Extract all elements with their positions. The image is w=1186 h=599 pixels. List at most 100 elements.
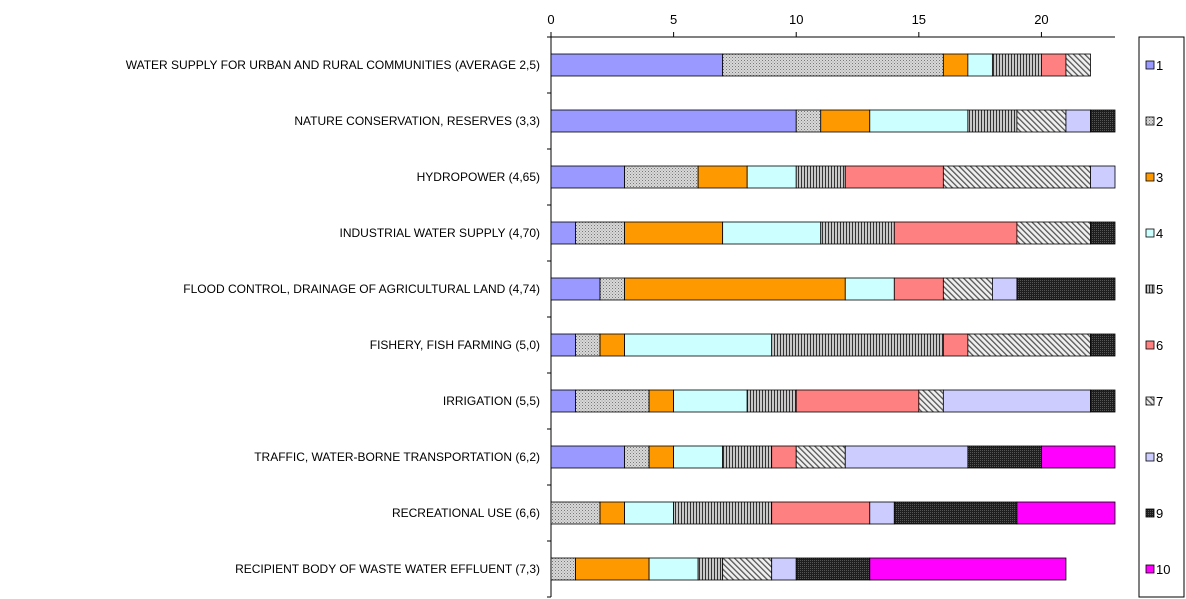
bar-segment-7 [942, 277, 993, 301]
legend-swatch-2 [1145, 116, 1155, 126]
bar-segment-6 [795, 389, 920, 413]
bar-segment-7 [918, 389, 944, 413]
bar-segment-3 [648, 445, 675, 469]
bar-segment-7 [722, 557, 773, 581]
category-label: INDUSTRIAL WATER SUPPLY (4,70) [340, 226, 541, 240]
bar-segment-5 [795, 165, 846, 189]
bar-segment-8 [991, 277, 1018, 301]
bar-segment-10 [869, 557, 1067, 581]
bar-segment-3 [697, 165, 748, 189]
legend-swatch-9 [1145, 508, 1155, 518]
bar-segment-8 [1090, 165, 1116, 189]
bar-segment-1 [550, 221, 576, 245]
bar-segment-8 [771, 557, 797, 581]
legend-swatch-1 [1145, 60, 1155, 70]
legend-label-10: 10 [1156, 562, 1170, 577]
bar-segment-6 [771, 445, 797, 469]
bar-segment-7 [1016, 221, 1091, 245]
bar-segment-1 [550, 109, 797, 133]
bar-segment-9 [1090, 109, 1116, 133]
bar-segment-1 [550, 165, 625, 189]
bar-segment-7 [967, 333, 1091, 357]
bar-segment-9 [795, 557, 871, 581]
x-tick-label: 10 [789, 12, 803, 27]
bar-segment-7 [942, 165, 1091, 189]
bar-segment-6 [1041, 53, 1067, 77]
bar-segment-6 [893, 221, 1018, 245]
bar-segment-9 [893, 501, 1018, 525]
bar-segment-2 [599, 277, 625, 301]
bar-segment-5 [991, 53, 1042, 77]
bar-segment-9 [1016, 277, 1116, 301]
bar-segment-5 [820, 221, 895, 245]
bar-segment-10 [1041, 445, 1116, 469]
legend-swatch-6 [1145, 340, 1155, 350]
x-tick-label: 15 [912, 12, 926, 27]
bar-segment-2 [575, 221, 625, 245]
legend-label-3: 3 [1156, 170, 1163, 185]
category-label: HYDROPOWER (4,65) [417, 170, 540, 184]
bar-segment-9 [1090, 221, 1116, 245]
bar-segment-5 [771, 333, 944, 357]
category-label: NATURE CONSERVATION, RESERVES (3,3) [294, 114, 540, 128]
legend-label-9: 9 [1156, 506, 1163, 521]
bar-segment-1 [550, 277, 601, 301]
category-label: IRRIGATION (5,5) [443, 394, 540, 408]
bar-segment-4 [844, 277, 895, 301]
bar-segment-6 [893, 277, 944, 301]
legend-box [1138, 36, 1185, 598]
bar-segment-3 [575, 557, 650, 581]
bar-segment-3 [648, 389, 675, 413]
bar-segment-6 [942, 333, 969, 357]
bar-segment-2 [550, 501, 601, 525]
x-tick-label: 20 [1034, 12, 1048, 27]
bar-segment-4 [673, 445, 724, 469]
bar-segment-5 [746, 389, 797, 413]
bar-segment-2 [550, 557, 576, 581]
legend-swatch-5 [1145, 284, 1155, 294]
bar-segment-8 [869, 501, 895, 525]
bar-segment-4 [722, 221, 822, 245]
legend-label-6: 6 [1156, 338, 1163, 353]
bar-segment-1 [550, 53, 724, 77]
bar-segment-5 [673, 501, 773, 525]
legend-label-1: 1 [1156, 58, 1163, 73]
bar-segment-4 [648, 557, 699, 581]
legend-label-8: 8 [1156, 450, 1163, 465]
bar-segment-5 [967, 109, 1018, 133]
bar-segment-5 [697, 557, 724, 581]
bar-segment-7 [795, 445, 846, 469]
legend-swatch-4 [1145, 228, 1155, 238]
legend-label-4: 4 [1156, 226, 1163, 241]
bar-segment-10 [1016, 501, 1116, 525]
bar-segment-8 [942, 389, 1091, 413]
category-label: WATER SUPPLY FOR URBAN AND RURAL COMMUNI… [126, 58, 540, 72]
bar-segment-6 [771, 501, 871, 525]
bar-segment-1 [550, 445, 625, 469]
bar-segment-3 [599, 333, 625, 357]
bar-segment-9 [1090, 389, 1116, 413]
legend-swatch-8 [1145, 452, 1155, 462]
category-labels: WATER SUPPLY FOR URBAN AND RURAL COMMUNI… [126, 58, 540, 576]
bar-segment-2 [722, 53, 944, 77]
bar-segment-1 [550, 333, 576, 357]
bar-segment-2 [624, 445, 650, 469]
bars [550, 53, 1116, 581]
legend-label-7: 7 [1156, 394, 1163, 409]
bar-segment-8 [1065, 109, 1091, 133]
legend-swatch-3 [1145, 172, 1155, 182]
bar-segment-3 [942, 53, 969, 77]
bar-segment-3 [820, 109, 871, 133]
legend-label-5: 5 [1156, 282, 1163, 297]
bar-segment-3 [599, 501, 625, 525]
legend-label-2: 2 [1156, 114, 1163, 129]
category-label: RECIPIENT BODY OF WASTE WATER EFFLUENT (… [235, 562, 540, 576]
bar-segment-2 [575, 389, 650, 413]
category-label: RECREATIONAL USE (6,6) [392, 506, 540, 520]
bar-segment-7 [1016, 109, 1067, 133]
bar-segment-3 [624, 277, 846, 301]
bar-segment-2 [624, 165, 699, 189]
bar-segment-4 [673, 389, 748, 413]
legend-swatch-7 [1145, 396, 1155, 406]
